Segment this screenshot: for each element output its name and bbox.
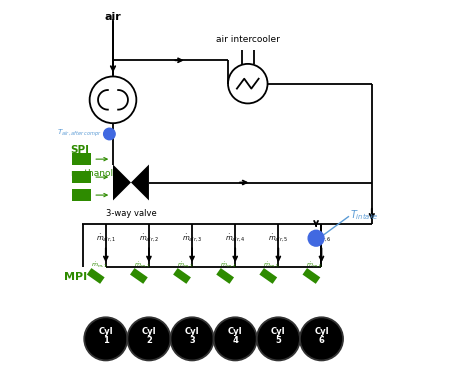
Text: $\dot{m}_{m,3}$: $\dot{m}_{m,3}$ (177, 260, 194, 269)
Polygon shape (113, 165, 131, 200)
Text: $\dot{m}_{air,6}$: $\dot{m}_{air,6}$ (311, 232, 332, 243)
Text: 3-way valve: 3-way valve (106, 210, 156, 219)
Text: $T_{air,after\,compr}$: $T_{air,after\,compr}$ (57, 128, 102, 139)
Circle shape (257, 317, 300, 360)
Text: air: air (105, 12, 121, 22)
Polygon shape (72, 153, 91, 165)
Text: $T_{intake}$: $T_{intake}$ (350, 208, 379, 222)
Polygon shape (216, 268, 234, 284)
Polygon shape (302, 268, 320, 284)
Text: methanol: methanol (70, 169, 113, 178)
Circle shape (214, 317, 257, 360)
Text: $\dot{m}_{air,3}$: $\dot{m}_{air,3}$ (182, 232, 202, 243)
Text: $\dot{m}_{air,1}$: $\dot{m}_{air,1}$ (96, 232, 116, 243)
Text: $\dot{m}_{air,5}$: $\dot{m}_{air,5}$ (268, 232, 289, 243)
Circle shape (84, 317, 128, 360)
Text: $\dot{m}_{m,5}$: $\dot{m}_{m,5}$ (264, 260, 281, 269)
Circle shape (128, 317, 171, 360)
Text: Cyl
5: Cyl 5 (271, 327, 286, 345)
Text: $\dot{m}_{m,2}$: $\dot{m}_{m,2}$ (134, 260, 151, 269)
Text: air intercooler: air intercooler (216, 35, 280, 44)
Text: $\dot{m}_{m,1}$: $\dot{m}_{m,1}$ (91, 260, 108, 269)
Text: Cyl
2: Cyl 2 (142, 327, 156, 345)
Polygon shape (131, 165, 149, 200)
Polygon shape (87, 268, 105, 284)
Polygon shape (173, 268, 191, 284)
Text: $\dot{m}_{m,4}$: $\dot{m}_{m,4}$ (220, 260, 237, 269)
Text: MPI: MPI (64, 272, 87, 282)
Polygon shape (259, 268, 277, 284)
Text: $\dot{m}_{m,6}$: $\dot{m}_{m,6}$ (307, 260, 324, 269)
Circle shape (171, 317, 214, 360)
Circle shape (300, 317, 343, 360)
Text: Cyl
4: Cyl 4 (228, 327, 243, 345)
Text: SPI: SPI (70, 145, 89, 155)
Text: $\dot{m}_{air,2}$: $\dot{m}_{air,2}$ (139, 232, 159, 243)
Text: Cyl
1: Cyl 1 (99, 327, 113, 345)
Text: $\dot{m}_{air,4}$: $\dot{m}_{air,4}$ (225, 232, 246, 243)
Polygon shape (130, 268, 148, 284)
Polygon shape (72, 189, 91, 201)
Polygon shape (72, 171, 91, 183)
Text: Cyl
6: Cyl 6 (314, 327, 329, 345)
Circle shape (308, 230, 324, 246)
Circle shape (104, 128, 115, 140)
Text: Cyl
3: Cyl 3 (185, 327, 200, 345)
